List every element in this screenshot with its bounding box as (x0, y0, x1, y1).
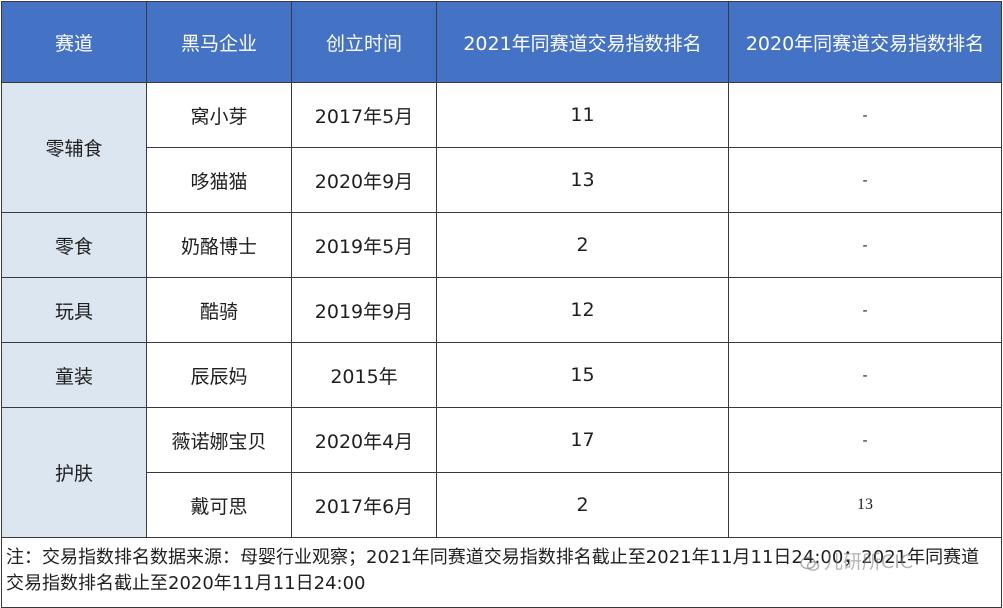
founded-cell: 2017年5月 (291, 82, 437, 148)
watermark: 儿研所CIC (800, 547, 913, 574)
table-row: 玩具 酷骑 2019年9月 12 - (1, 277, 1002, 343)
rank-2020-cell: - (728, 277, 1002, 343)
category-cell: 零食 (1, 212, 147, 278)
company-cell: 哆猫猫 (146, 147, 292, 213)
table-row: 哆猫猫 2020年9月 13 - (2, 147, 1002, 213)
header-row: 赛道 黑马企业 创立时间 2021年同赛道交易指数排名 2020年同赛道交易指数… (1, 1, 1002, 83)
rank-2020-cell: 13 (728, 472, 1002, 538)
rank-2020-cell: - (728, 342, 1002, 408)
company-cell: 薇诺娜宝贝 (146, 407, 292, 473)
category-cell: 护肤 (1, 407, 147, 538)
rank-2020-cell: - (728, 212, 1002, 278)
header-company: 黑马企业 (146, 1, 292, 83)
table-row: 零食 奶酪博士 2019年5月 2 - (1, 212, 1002, 278)
table-row: 零辅食 窝小芽 2017年5月 11 - (1, 82, 1002, 213)
source-note: 注：交易指数排名数据来源：母婴行业观察；2021年同赛道交易指数排名截止至202… (1, 537, 1002, 608)
rank-2020-cell: - (728, 147, 1002, 213)
header-rank-2021: 2021年同赛道交易指数排名 (436, 1, 729, 83)
table-row: 护肤 薇诺娜宝贝 2020年4月 17 - (1, 407, 1002, 538)
founded-cell: 2020年4月 (291, 407, 437, 473)
company-cell: 窝小芽 (146, 82, 292, 148)
header-rank-2020: 2020年同赛道交易指数排名 (728, 1, 1002, 83)
table-row: 童装 辰辰妈 2015年 15 - (1, 342, 1002, 408)
rank-2021-cell: 2 (436, 212, 729, 278)
rank-2020-cell: - (728, 407, 1002, 473)
rank-2021-cell: 15 (436, 342, 729, 408)
watermark-text: 儿研所CIC (824, 551, 914, 573)
table-row: 戴可思 2017年6月 2 13 (2, 472, 1002, 538)
company-cell: 酷骑 (146, 277, 292, 343)
category-cell: 童装 (1, 342, 147, 408)
header-founded: 创立时间 (291, 1, 437, 83)
header-category: 赛道 (1, 1, 147, 83)
founded-cell: 2019年5月 (291, 212, 437, 278)
category-cell: 玩具 (1, 277, 147, 343)
company-cell: 戴可思 (146, 472, 292, 538)
rank-2021-cell: 2 (436, 472, 729, 538)
note-row: 注：交易指数排名数据来源：母婴行业观察；2021年同赛道交易指数排名截止至202… (1, 537, 1002, 608)
wechat-icon (800, 555, 820, 571)
category-cell: 零辅食 (1, 82, 147, 213)
rank-2021-cell: 13 (436, 147, 729, 213)
company-cell: 辰辰妈 (146, 342, 292, 408)
founded-cell: 2020年9月 (291, 147, 437, 213)
rank-2020-cell: - (728, 82, 1002, 148)
company-cell: 奶酪博士 (146, 212, 292, 278)
rank-2021-cell: 11 (436, 82, 729, 148)
founded-cell: 2015年 (291, 342, 437, 408)
rank-2021-cell: 12 (436, 277, 729, 343)
rank-2021-cell: 17 (436, 407, 729, 473)
founded-cell: 2019年9月 (291, 277, 437, 343)
founded-cell: 2017年6月 (291, 472, 437, 538)
